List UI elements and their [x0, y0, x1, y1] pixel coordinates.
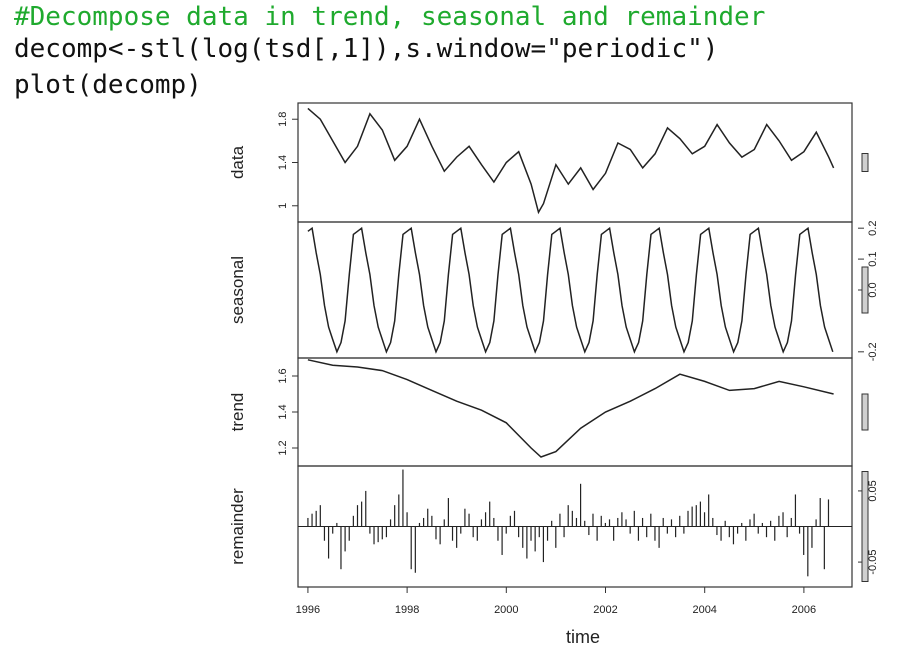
y-tick-label-data: 1.4 — [277, 155, 289, 170]
panel-frame-data — [297, 102, 853, 223]
y-axis-label-trend: trend — [228, 393, 247, 432]
scale-bar-seasonal — [861, 266, 869, 314]
x-tick-label: 2000 — [494, 604, 518, 616]
y-tick-label-data: 1 — [277, 203, 289, 209]
y-tick-label-seasonal: 0.0 — [867, 282, 879, 297]
y-tick-label-trend: 1.6 — [277, 368, 289, 383]
x-tick-label: 1996 — [296, 604, 320, 616]
y-tick-label-seasonal: 0.2 — [867, 221, 879, 236]
y-tick-label-trend: 1.2 — [277, 440, 289, 455]
x-axis-label: time — [566, 627, 600, 647]
y-tick-label-seasonal: -0.2 — [867, 342, 879, 361]
code-line-stl: decomp<-stl(log(tsd[,1]),s.window="perio… — [14, 34, 719, 64]
scale-bar-trend — [861, 393, 869, 431]
code-comment: #Decompose data in trend, seasonal and r… — [14, 2, 766, 32]
y-tick-label-trend: 1.4 — [277, 404, 289, 419]
chart-panels: 1 1.4 1.8 data -0.2 0.0 0.1 0.2 seasonal 1.2 1.4 1.… — [228, 102, 879, 616]
x-tick-label: 1998 — [395, 604, 419, 616]
y-tick-label-remainder: 0.05 — [867, 480, 879, 501]
scale-bar-remainder — [861, 471, 869, 582]
series-line-data — [307, 107, 835, 215]
y-tick-label-seasonal: 0.1 — [867, 251, 879, 266]
series-line-trend — [307, 359, 834, 458]
panel-frame-trend — [297, 357, 853, 467]
code-line-plot: plot(decomp) — [14, 70, 202, 100]
series-line-seasonal — [307, 226, 834, 354]
y-tick-label-remainder: -0.05 — [867, 550, 879, 575]
y-tick-label-data: 1.8 — [277, 112, 289, 127]
x-tick-label: 2002 — [593, 604, 617, 616]
x-tick-label: 2004 — [692, 604, 716, 616]
scale-bar-data — [861, 153, 869, 172]
y-axis-label-seasonal: seasonal — [228, 256, 247, 324]
y-axis-label-remainder: remainder — [228, 488, 247, 565]
x-tick-label: 2006 — [792, 604, 816, 616]
y-axis-label-data: data — [228, 145, 247, 179]
